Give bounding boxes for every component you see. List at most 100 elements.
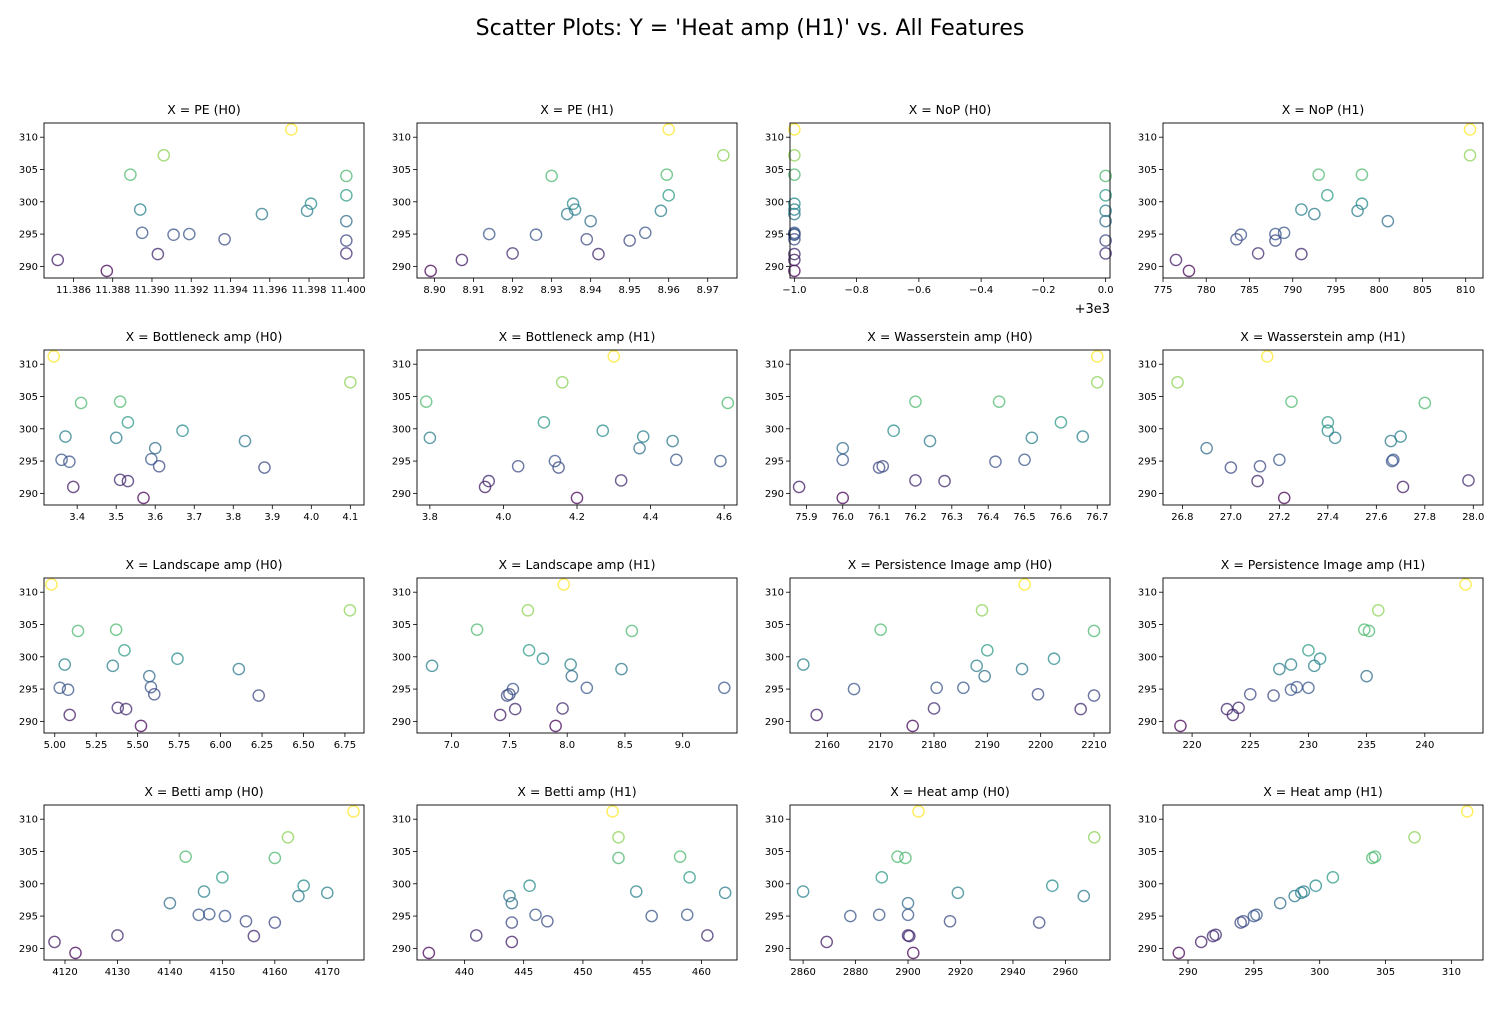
axes-frame [789, 804, 1111, 961]
y-tick-label: 295 [392, 912, 411, 923]
y-tick-label: 300 [392, 197, 411, 208]
data-point [1209, 928, 1222, 942]
data-point [1463, 148, 1477, 162]
data-point [1234, 228, 1248, 242]
data-point [909, 395, 922, 408]
y-tick-label: 290 [19, 944, 38, 955]
data-point [1297, 885, 1311, 898]
x-tick-label: 2900 [895, 967, 920, 978]
data-point [347, 805, 360, 818]
data-point [1054, 416, 1068, 429]
x-tick-label: 8.97 [697, 285, 719, 296]
data-point [124, 168, 137, 181]
x-tick-label: 2210 [1081, 740, 1106, 751]
subplot-title: X = Heat amp (H1) [1263, 784, 1382, 799]
data-point [901, 896, 915, 910]
data-point [788, 168, 801, 181]
data-point [1077, 889, 1091, 903]
data-point [505, 896, 519, 910]
data-point [645, 909, 658, 923]
y-tick-label: 305 [392, 392, 411, 403]
y-tick-label: 305 [19, 847, 38, 858]
data-point [508, 702, 522, 716]
data-point [1358, 623, 1371, 636]
x-tick-label: 235 [1357, 740, 1376, 751]
y-tick-label: 295 [1138, 912, 1157, 923]
data-point [1260, 350, 1274, 363]
y-tick-label: 290 [765, 717, 784, 728]
data-point [654, 204, 668, 218]
data-point [300, 204, 314, 218]
y-tick-label: 300 [765, 197, 784, 208]
data-point [614, 474, 628, 487]
y-tick-label: 300 [19, 879, 38, 890]
subplot-1: X = PE (H0) 11.386 11.388 11.390 11.392 11.39… [19, 102, 366, 296]
subplot-8: X = Wasserstein amp (H1) 26.8 27.0 27.2 27.4… [1138, 329, 1485, 523]
subplot-7: X = Wasserstein amp (H0) 75.9 76.0 76.1 76.2… [765, 329, 1111, 523]
data-point [943, 914, 957, 928]
subplot-9: X = Landscape amp (H0) 5.00 5.25 5.50 5.75 6.… [19, 557, 365, 751]
data-point [470, 623, 484, 636]
x-tick-label: 4.4 [643, 512, 659, 523]
data-point [1087, 689, 1101, 702]
y-tick-label: 295 [765, 912, 784, 923]
data-point [247, 929, 261, 943]
data-point [875, 871, 889, 884]
x-tick-label: 460 [692, 967, 711, 978]
y-tick-label: 295 [392, 457, 411, 468]
data-point [1394, 430, 1407, 443]
data-point [899, 851, 912, 865]
x-tick-label: 3.7 [186, 512, 202, 523]
y-tick-label: 310 [392, 133, 411, 144]
x-tick-label: 8.90 [423, 285, 445, 296]
data-point [981, 644, 994, 657]
subplot-3: X = NoP (H0) −1.0 −0.8 −0.6 −0.4 −0.2 0.0 290 29… [765, 102, 1114, 317]
data-point [109, 623, 123, 636]
data-point [1018, 578, 1031, 591]
data-point [58, 658, 72, 671]
y-tick-label: 290 [765, 944, 784, 955]
data-point [891, 850, 904, 863]
data-point [529, 228, 543, 242]
data-point [1015, 662, 1029, 676]
data-point [564, 658, 577, 671]
data-point [660, 168, 674, 181]
y-tick-label: 310 [765, 815, 784, 826]
x-tick-label: −0.6 [907, 285, 931, 296]
x-tick-label: 2880 [843, 967, 868, 978]
y-tick-label: 300 [1138, 652, 1157, 663]
data-point [1463, 123, 1477, 136]
data-point [1460, 805, 1474, 818]
data-point [202, 907, 216, 921]
x-tick-label: 440 [455, 967, 474, 978]
x-tick-label: 8.94 [580, 285, 602, 296]
y-tick-label: 300 [392, 652, 411, 663]
subplot-title: X = Betti amp (H0) [144, 784, 263, 799]
x-tick-label: 800 [1370, 285, 1389, 296]
axes-frame [43, 349, 365, 506]
data-point [906, 946, 920, 960]
x-tick-label: 5.00 [44, 740, 66, 751]
y-tick-label: 290 [19, 262, 38, 273]
data-point [836, 491, 850, 505]
data-point [482, 227, 496, 241]
data-point [989, 455, 1002, 469]
x-tick-label: 220 [1183, 740, 1202, 751]
data-point [521, 603, 535, 617]
x-tick-label: 6.75 [334, 740, 356, 751]
data-point [142, 669, 156, 683]
data-point [1396, 480, 1410, 494]
y-tick-label: 300 [765, 652, 784, 663]
y-tick-label: 310 [1138, 360, 1157, 371]
data-point [71, 624, 85, 638]
data-point [506, 682, 520, 696]
data-point [555, 375, 569, 389]
subplot-10: X = Landscape amp (H1) 7.0 7.5 8.0 8.5 9.0 290… [392, 557, 738, 751]
x-tick-label: 2200 [1028, 740, 1053, 751]
y-tick-label: 305 [392, 847, 411, 858]
x-tick-label: 75.9 [795, 512, 817, 523]
data-point [1313, 652, 1327, 666]
data-point [297, 879, 310, 893]
subplot-title: X = PE (H0) [167, 102, 241, 117]
x-tick-label: 4150 [210, 967, 235, 978]
